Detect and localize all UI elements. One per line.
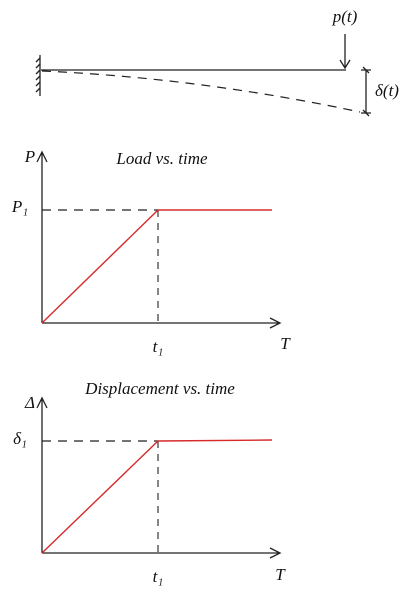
x-axis-label: T <box>275 565 286 584</box>
y-marker-label: P₁ <box>11 197 28 216</box>
x-marker-label: t₁ <box>153 567 164 586</box>
load-chart: P Load vs. time P₁ t₁ T <box>11 147 291 356</box>
load-arrowhead <box>339 59 351 70</box>
beam: p(t) δ(t) <box>35 7 399 117</box>
y-axis-label: Δ <box>24 393 35 412</box>
displacement-curve <box>41 439 273 554</box>
x-marker-label: t₁ <box>153 337 164 356</box>
x-axis-label: T <box>280 334 291 353</box>
wall-hatch <box>35 57 41 93</box>
load-label: p(t) <box>332 7 358 26</box>
deflection-label: δ(t) <box>375 81 399 100</box>
chart-title: Load vs. time <box>115 149 208 168</box>
y-axis <box>36 396 48 553</box>
x-axis <box>42 547 282 559</box>
deflection-ticks <box>361 66 371 117</box>
displacement-chart: Δ Displacement vs. time δ₁ t₁ T <box>13 379 286 586</box>
y-axis <box>36 150 48 323</box>
deflected-shape <box>41 70 361 113</box>
chart-title: Displacement vs. time <box>84 379 235 398</box>
y-marker-label: δ₁ <box>13 429 27 448</box>
y-axis-label: P <box>24 147 35 166</box>
load-curve <box>41 209 272 324</box>
x-axis <box>42 317 282 329</box>
